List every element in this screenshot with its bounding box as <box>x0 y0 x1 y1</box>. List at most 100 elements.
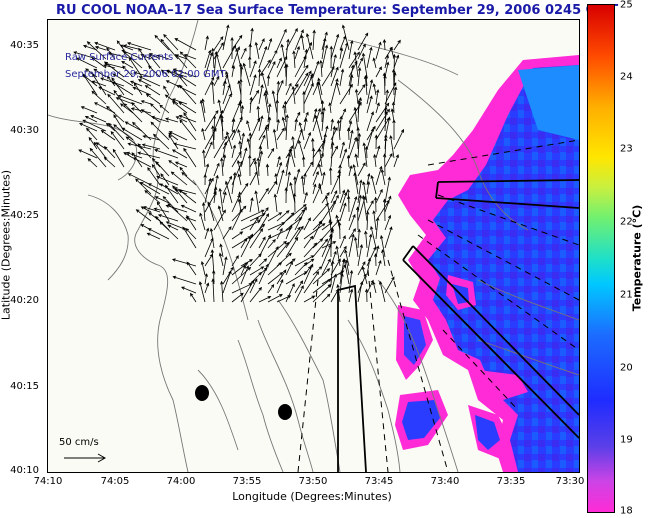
current-vector <box>121 60 134 69</box>
current-vector <box>364 288 369 303</box>
map-area[interactable]: Raw Surface Currents September 29, 2006 … <box>47 19 580 473</box>
current-vector <box>354 88 359 105</box>
current-vector <box>172 101 188 114</box>
current-vector <box>82 119 107 132</box>
current-vector <box>171 258 197 267</box>
current-vector <box>231 118 236 132</box>
current-vector <box>238 140 242 159</box>
current-vector <box>382 153 387 177</box>
x-tick: 74:10 <box>33 476 63 487</box>
current-vector <box>256 105 260 123</box>
current-vector <box>284 187 288 204</box>
current-vector <box>357 261 366 276</box>
current-vector <box>273 193 278 213</box>
current-vector <box>104 61 125 78</box>
current-vector <box>249 278 258 294</box>
x-tick: 73:50 <box>298 476 328 487</box>
current-vector <box>222 270 232 294</box>
current-vector <box>258 150 264 168</box>
current-vector <box>240 182 249 195</box>
current-vector <box>140 109 161 123</box>
current-vector <box>335 81 341 96</box>
current-vector <box>384 153 393 168</box>
current-vector <box>361 266 368 285</box>
current-vector <box>294 29 304 51</box>
current-vector <box>392 119 396 140</box>
current-vector <box>113 124 134 141</box>
current-vector <box>346 154 351 168</box>
current-vector <box>370 175 377 195</box>
current-vector <box>348 233 355 258</box>
current-vector <box>144 190 161 204</box>
current-vector <box>231 34 243 51</box>
current-vector <box>84 116 98 123</box>
current-vector <box>339 245 347 258</box>
current-vector <box>321 258 331 276</box>
current-vector <box>294 168 301 186</box>
current-vector <box>357 228 361 249</box>
current-vector <box>135 209 152 222</box>
current-vector <box>94 41 116 51</box>
current-vector <box>212 115 217 141</box>
colorbar-tick: 25 <box>620 0 633 11</box>
current-vector <box>282 104 287 123</box>
current-vector <box>142 206 161 213</box>
current-vector <box>293 176 297 195</box>
current-vector <box>108 122 125 141</box>
current-vector <box>330 66 339 87</box>
current-vector <box>291 85 296 105</box>
current-vector <box>258 134 266 150</box>
current-vector <box>111 77 125 96</box>
current-vector <box>140 100 152 105</box>
current-vector <box>237 128 242 141</box>
current-vectors <box>73 24 404 303</box>
current-vector <box>222 24 230 51</box>
current-vector <box>222 191 227 204</box>
current-vector <box>145 93 161 105</box>
current-vector <box>267 116 272 132</box>
current-vector <box>339 189 346 204</box>
current-vector <box>204 237 214 258</box>
current-vector <box>225 70 233 96</box>
current-vector <box>355 137 360 150</box>
current-vector <box>267 37 273 51</box>
current-vector <box>283 100 288 114</box>
current-vector <box>198 281 206 303</box>
current-vector <box>124 121 143 132</box>
current-vector <box>78 122 98 132</box>
current-vector <box>366 111 374 132</box>
current-vector <box>240 279 255 303</box>
current-vector <box>364 146 369 159</box>
current-vector <box>237 173 242 186</box>
current-vector <box>240 264 246 276</box>
y-tick: 40:30 <box>10 125 39 136</box>
current-vector <box>276 212 295 231</box>
current-vector <box>168 160 179 168</box>
current-vector <box>294 206 307 231</box>
current-vector <box>303 258 315 267</box>
current-vector <box>150 121 170 141</box>
current-vector <box>107 93 125 114</box>
current-vector <box>330 33 340 60</box>
current-vector <box>372 281 377 294</box>
colorbar-tick: 22 <box>620 216 633 228</box>
current-vector <box>156 54 170 60</box>
current-vector <box>267 262 283 276</box>
current-vector <box>267 246 279 267</box>
x-tick: 73:35 <box>496 476 526 487</box>
current-vector <box>276 169 285 195</box>
current-vector <box>375 102 380 114</box>
current-vector <box>348 136 358 159</box>
colorbar-tick: 21 <box>620 289 633 301</box>
current-vector <box>275 99 280 123</box>
current-vector <box>330 273 337 294</box>
current-vector <box>203 173 207 186</box>
current-vector <box>303 172 307 186</box>
current-vector <box>294 280 304 294</box>
current-vector <box>179 84 197 105</box>
current-vector <box>204 35 209 51</box>
current-vector <box>163 85 170 96</box>
current-vector <box>212 269 216 285</box>
current-vector <box>384 195 392 213</box>
current-vector <box>361 52 368 78</box>
